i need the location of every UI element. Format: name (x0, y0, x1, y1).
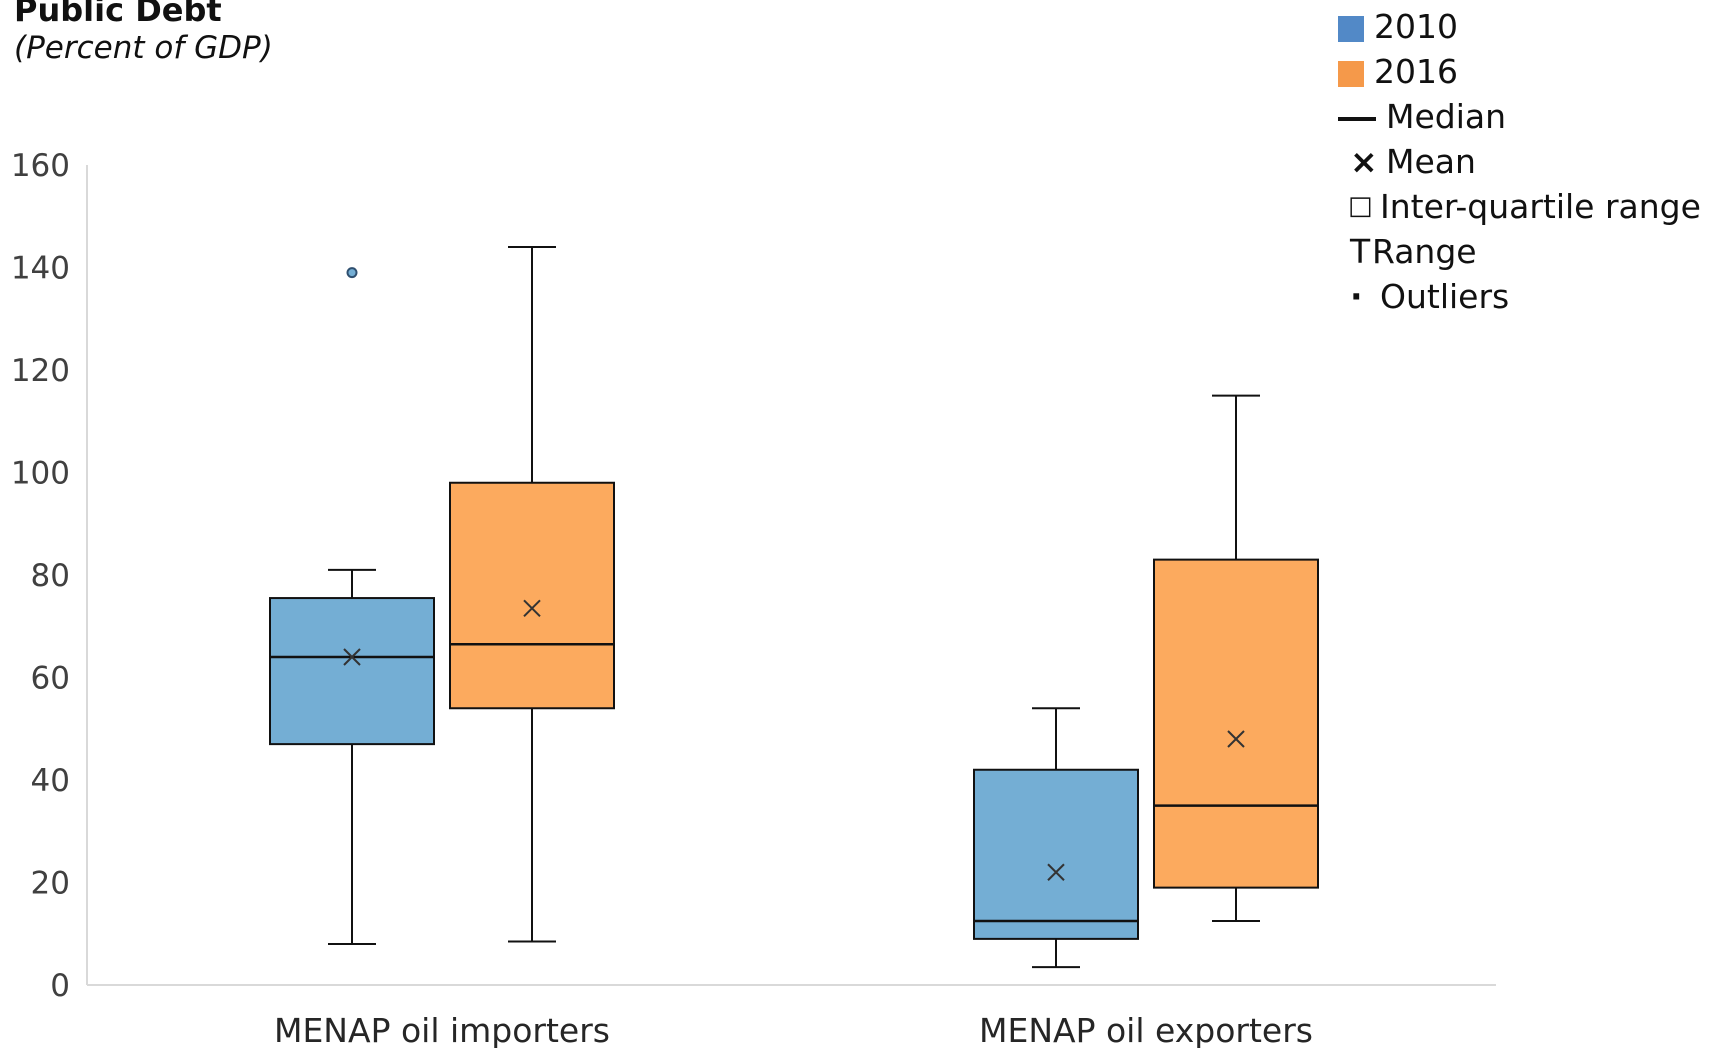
legend-item-mean: × Mean (1338, 139, 1701, 184)
y-tick-label-20: 20 (31, 866, 70, 902)
legend-item-2016: 2016 (1338, 49, 1701, 94)
legend-item-range: T Range (1338, 229, 1701, 274)
outlier-dot-icon: · (1350, 277, 1363, 316)
legend-swatch-2016 (1338, 60, 1364, 87)
iqr-box-2016-1 (449, 481, 615, 710)
mean-marker-2010-1 (343, 648, 361, 666)
legend-label-2010: 2010 (1374, 7, 1458, 46)
iqr-box-icon: □ (1348, 191, 1373, 221)
legend-item-median: Median (1338, 94, 1701, 139)
legend-label-range: Range (1372, 232, 1477, 271)
legend: 2010 2016 Median × Mean □ Inter-quartile… (1338, 4, 1701, 319)
chart-title: Public Debt (14, 0, 222, 29)
y-tick-label-60: 60 (31, 661, 70, 697)
legend-label-iqr: Inter-quartile range (1380, 187, 1701, 226)
iqr-box-2016-2 (1153, 558, 1319, 889)
y-tick-label-160: 160 (11, 148, 70, 184)
median-line-icon (1338, 116, 1376, 121)
legend-label-mean: Mean (1386, 142, 1476, 181)
legend-item-iqr: □ Inter-quartile range (1338, 184, 1701, 229)
y-tick-label-140: 140 (11, 251, 70, 287)
y-tick-label-120: 120 (11, 353, 70, 389)
iqr-box-2010-2 (973, 768, 1139, 940)
x-category-label-1: MENAP oil importers (274, 1011, 610, 1048)
mean-marker-2010-2 (1047, 863, 1065, 881)
legend-label-median: Median (1386, 97, 1507, 136)
legend-item-outliers: · Outliers (1338, 274, 1701, 319)
outlier-point-2010-1-1 (346, 267, 358, 279)
mean-cross-icon: × (1350, 142, 1378, 181)
mean-marker-2016-1 (523, 599, 541, 618)
iqr-box-2010-1 (269, 597, 435, 746)
title-block: Public Debt (Percent of GDP) (14, 0, 273, 68)
y-tick-label-40: 40 (31, 763, 70, 799)
chart-subtitle: (Percent of GDP) (14, 30, 273, 66)
range-t-icon: T (1350, 232, 1371, 271)
y-tick-label-0: 0 (50, 968, 70, 1004)
x-category-label-2: MENAP oil exporters (979, 1011, 1313, 1048)
y-tick-label-100: 100 (11, 456, 70, 492)
legend-swatch-2010 (1338, 15, 1364, 42)
y-tick-label-80: 80 (31, 558, 70, 594)
legend-label-outliers: Outliers (1380, 277, 1510, 316)
legend-item-2010: 2010 (1338, 4, 1701, 49)
mean-marker-2016-2 (1227, 730, 1245, 748)
legend-label-2016: 2016 (1374, 52, 1458, 91)
